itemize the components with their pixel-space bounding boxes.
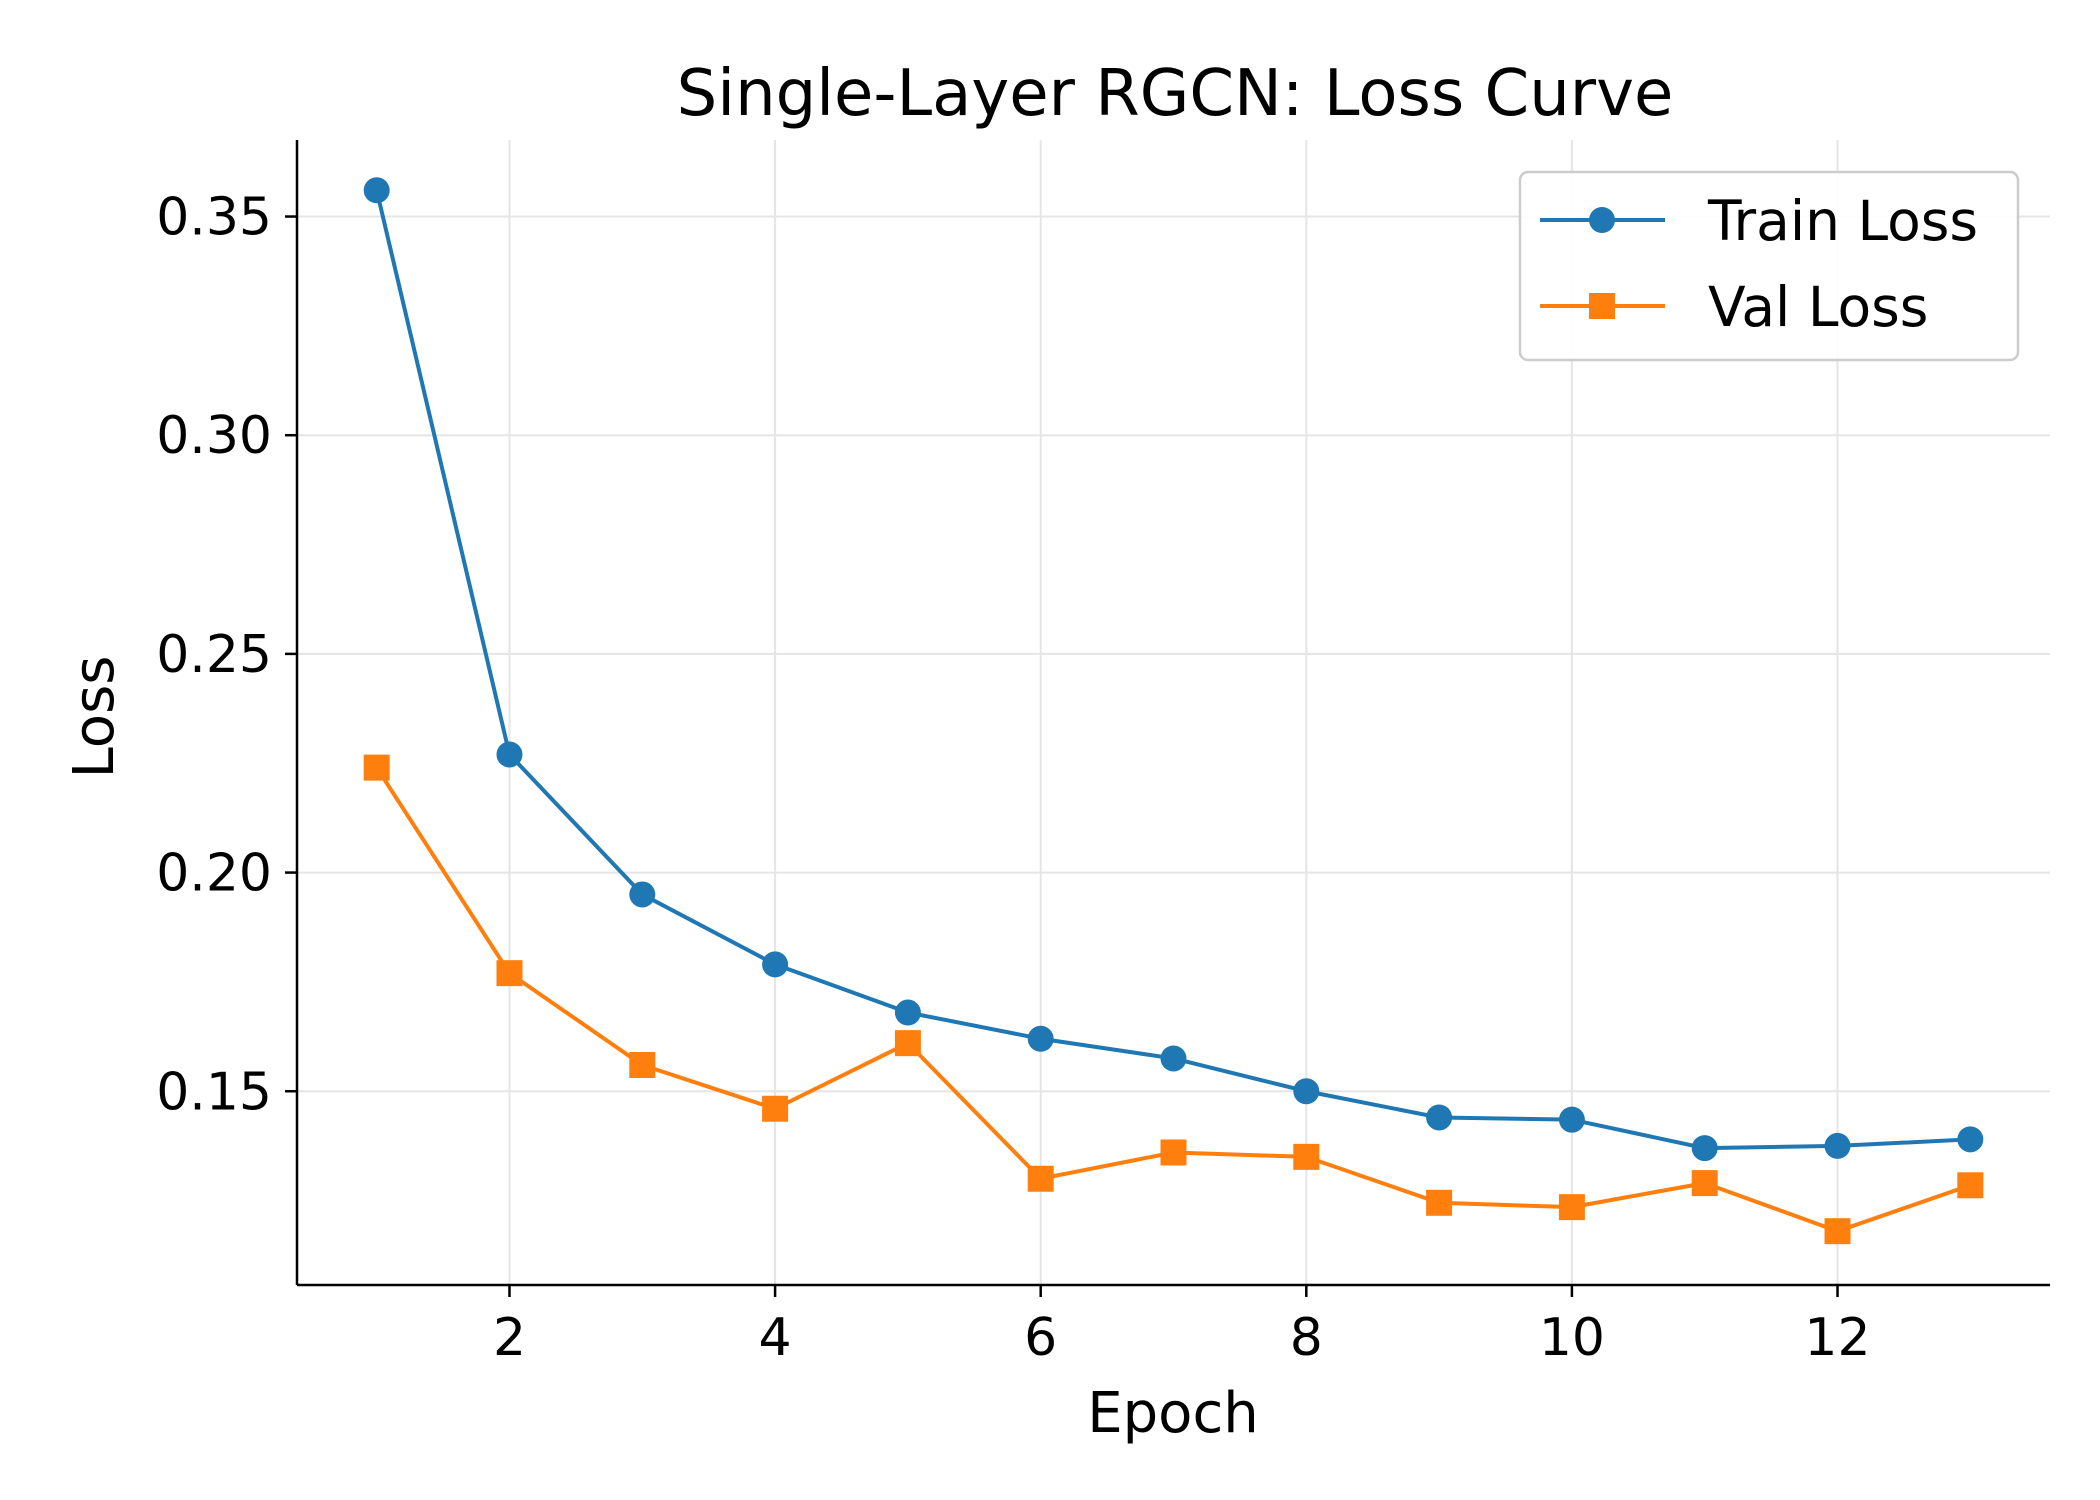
data-point (1824, 1132, 1851, 1159)
y-tick-label: 0.25 (156, 625, 272, 685)
x-tick-label: 6 (1024, 1308, 1057, 1368)
data-point (1691, 1135, 1718, 1162)
data-point (894, 1030, 921, 1057)
x-tick-label: 2 (493, 1308, 526, 1368)
data-point (629, 881, 656, 908)
data-point (1027, 1025, 1054, 1052)
data-point (762, 1095, 789, 1122)
x-tick-label: 4 (759, 1308, 792, 1368)
axes (295, 140, 2050, 1287)
legend-label-train: Train Loss (1707, 189, 1978, 253)
data-point (1426, 1104, 1453, 1131)
legend-marker-val (1589, 293, 1615, 319)
x-tick-label: 10 (1539, 1308, 1605, 1368)
data-point (496, 960, 523, 987)
data-point (1160, 1045, 1187, 1072)
legend-label-val: Val Loss (1708, 275, 1928, 339)
data-point (1160, 1139, 1187, 1166)
y-axis-label: Loss (62, 656, 127, 779)
data-point (1957, 1172, 1984, 1199)
y-tick-label: 0.15 (156, 1062, 272, 1122)
data-point (1558, 1106, 1585, 1133)
data-point (1426, 1189, 1453, 1216)
data-point (629, 1052, 656, 1079)
legend-marker-train (1589, 207, 1615, 233)
data-point (762, 951, 789, 978)
x-tick-label: 8 (1290, 1308, 1323, 1368)
data-point (1558, 1194, 1585, 1221)
y-tick-label: 0.35 (156, 188, 272, 248)
data-point (496, 741, 523, 768)
data-point (1691, 1170, 1718, 1197)
data-point (1824, 1218, 1851, 1245)
data-point (1293, 1143, 1320, 1170)
data-point (1957, 1126, 1984, 1153)
data-point (894, 999, 921, 1026)
series (363, 177, 1984, 1245)
series-val (363, 754, 1984, 1245)
y-tick-label: 0.30 (156, 406, 272, 466)
series-train (363, 177, 1984, 1162)
data-point (1027, 1165, 1054, 1192)
legend: Train Loss Val Loss (1518, 170, 2020, 362)
x-axis-label: Epoch (1087, 1381, 1258, 1446)
ticks: 2 4 6 8 10 12 0.15 0.20 0.25 0.30 0.35 (156, 188, 1870, 1368)
data-point (363, 177, 390, 204)
x-tick-label: 12 (1804, 1308, 1870, 1368)
chart-title: Single-Layer RGCN: Loss Curve (677, 57, 1674, 131)
data-point (1293, 1078, 1320, 1105)
data-point (363, 754, 390, 781)
y-tick-label: 0.20 (156, 844, 272, 904)
